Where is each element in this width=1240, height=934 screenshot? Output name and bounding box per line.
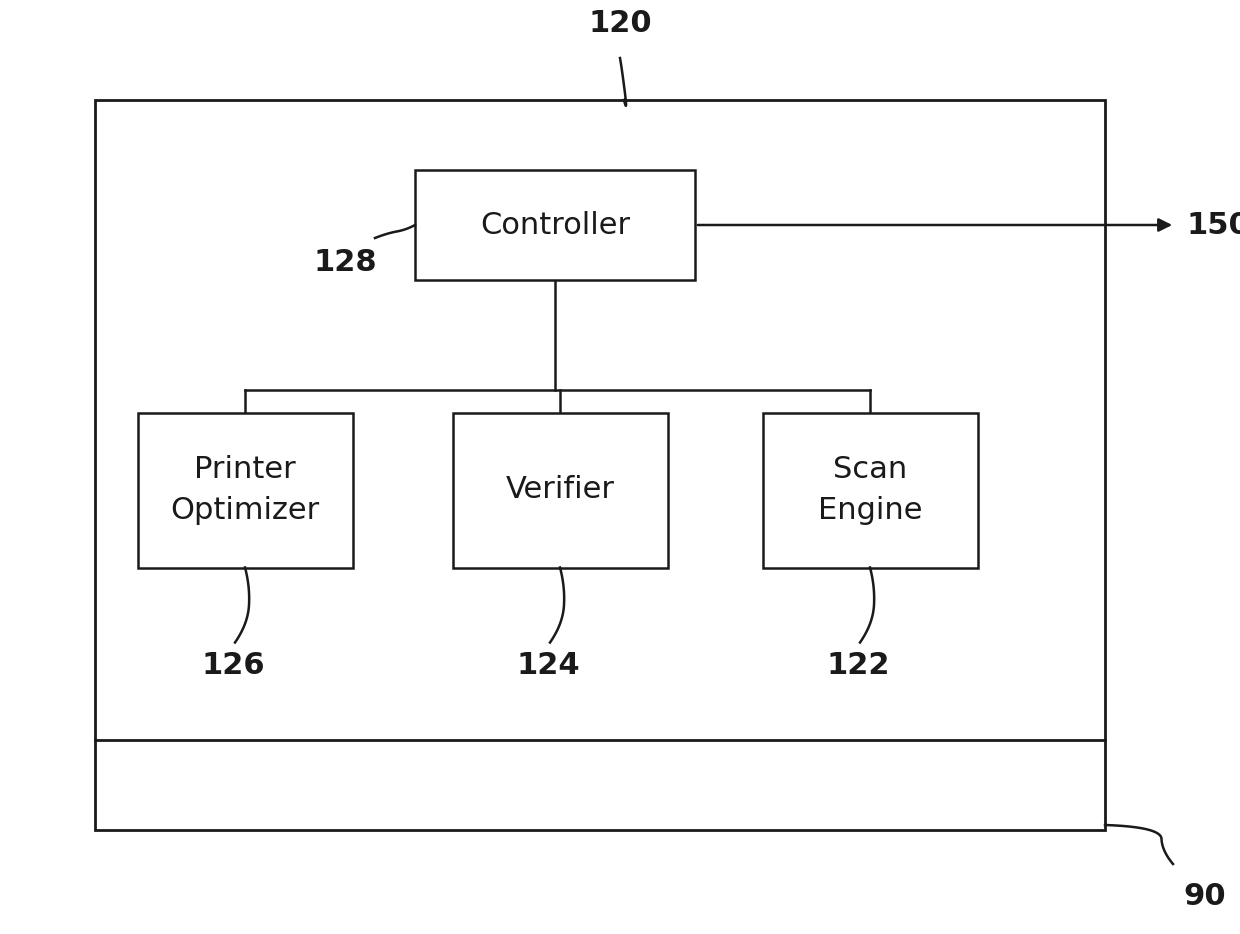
Text: 128: 128 <box>314 248 377 277</box>
Text: 126: 126 <box>201 650 265 680</box>
Bar <box>763 413 977 568</box>
Text: Verifier: Verifier <box>506 475 615 504</box>
Text: 124: 124 <box>516 650 580 680</box>
Text: 122: 122 <box>826 650 890 680</box>
Text: 120: 120 <box>588 9 652 38</box>
Bar <box>95 100 1105 830</box>
Text: 150: 150 <box>1187 210 1240 239</box>
Bar <box>415 170 694 280</box>
Text: Printer
Optimizer: Printer Optimizer <box>170 455 320 525</box>
Text: Controller: Controller <box>480 210 630 239</box>
Text: Scan
Engine: Scan Engine <box>817 455 923 525</box>
Text: 90: 90 <box>1183 882 1225 911</box>
Bar <box>138 413 352 568</box>
Bar <box>453 413 667 568</box>
